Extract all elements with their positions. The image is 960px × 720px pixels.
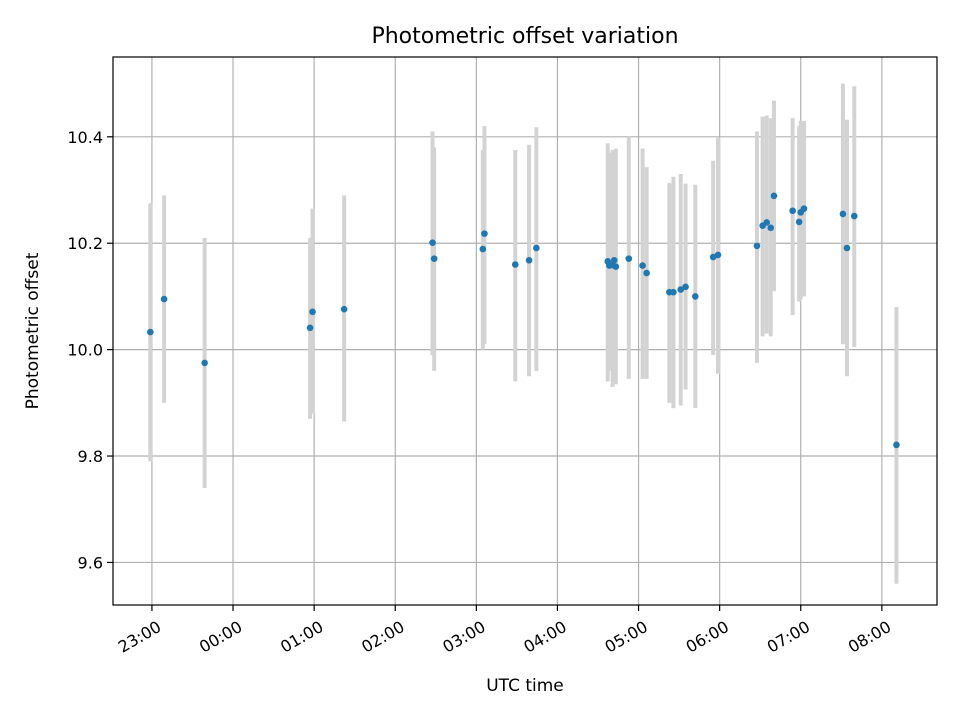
data-point xyxy=(429,239,436,246)
data-point xyxy=(682,283,689,291)
chart-title: Photometric offset variation xyxy=(371,24,678,49)
data-point xyxy=(800,205,808,212)
data-point xyxy=(306,324,314,332)
data-point xyxy=(714,251,722,259)
data-point xyxy=(612,263,620,270)
y-axis-label: Photometric offset xyxy=(23,252,43,409)
data-point xyxy=(639,262,646,269)
data-point xyxy=(850,212,858,220)
data-point xyxy=(643,269,650,277)
x-tick-label: 03:00 xyxy=(439,617,488,657)
data-point xyxy=(839,210,847,218)
data-point xyxy=(479,245,487,253)
data-points xyxy=(147,192,900,449)
x-tick-label: 05:00 xyxy=(602,617,651,657)
data-point xyxy=(511,261,519,268)
data-point xyxy=(610,256,618,264)
data-point xyxy=(201,359,208,367)
data-point xyxy=(533,244,540,252)
data-point xyxy=(843,244,851,252)
data-point xyxy=(692,293,699,300)
x-tick-label: 08:00 xyxy=(845,617,894,657)
data-point xyxy=(525,256,533,264)
data-point xyxy=(677,286,685,293)
data-point xyxy=(481,230,488,237)
x-tick-label: 00:00 xyxy=(196,617,245,657)
data-point xyxy=(340,305,348,313)
data-point xyxy=(893,441,900,449)
plot-frame xyxy=(112,56,938,606)
x-tick-label: 02:00 xyxy=(358,617,407,657)
x-tick-label: 04:00 xyxy=(520,617,569,657)
y-tick-label: 10.4 xyxy=(67,128,103,147)
data-point xyxy=(160,295,168,303)
data-point xyxy=(770,192,778,200)
y-tick-label: 10.2 xyxy=(67,234,103,253)
data-point xyxy=(625,255,633,262)
grid-lines xyxy=(113,57,937,605)
error-bars xyxy=(148,83,899,584)
data-point xyxy=(763,219,770,226)
x-tick-label: 23:00 xyxy=(115,617,164,657)
data-point xyxy=(309,308,316,316)
x-tick-label: 07:00 xyxy=(764,617,813,657)
y-tick-label: 10.0 xyxy=(67,341,103,360)
data-point xyxy=(767,224,775,232)
x-tick-label: 06:00 xyxy=(683,617,732,657)
data-point xyxy=(789,207,796,215)
data-point xyxy=(670,288,677,296)
x-axis-label: UTC time xyxy=(486,676,564,696)
y-tick-label: 9.8 xyxy=(78,447,103,466)
data-point xyxy=(430,255,438,262)
data-point xyxy=(147,328,154,336)
x-tick-label: 01:00 xyxy=(277,617,326,657)
y-tick-label: 9.6 xyxy=(78,553,103,572)
data-point xyxy=(753,242,761,250)
data-point xyxy=(795,218,803,226)
